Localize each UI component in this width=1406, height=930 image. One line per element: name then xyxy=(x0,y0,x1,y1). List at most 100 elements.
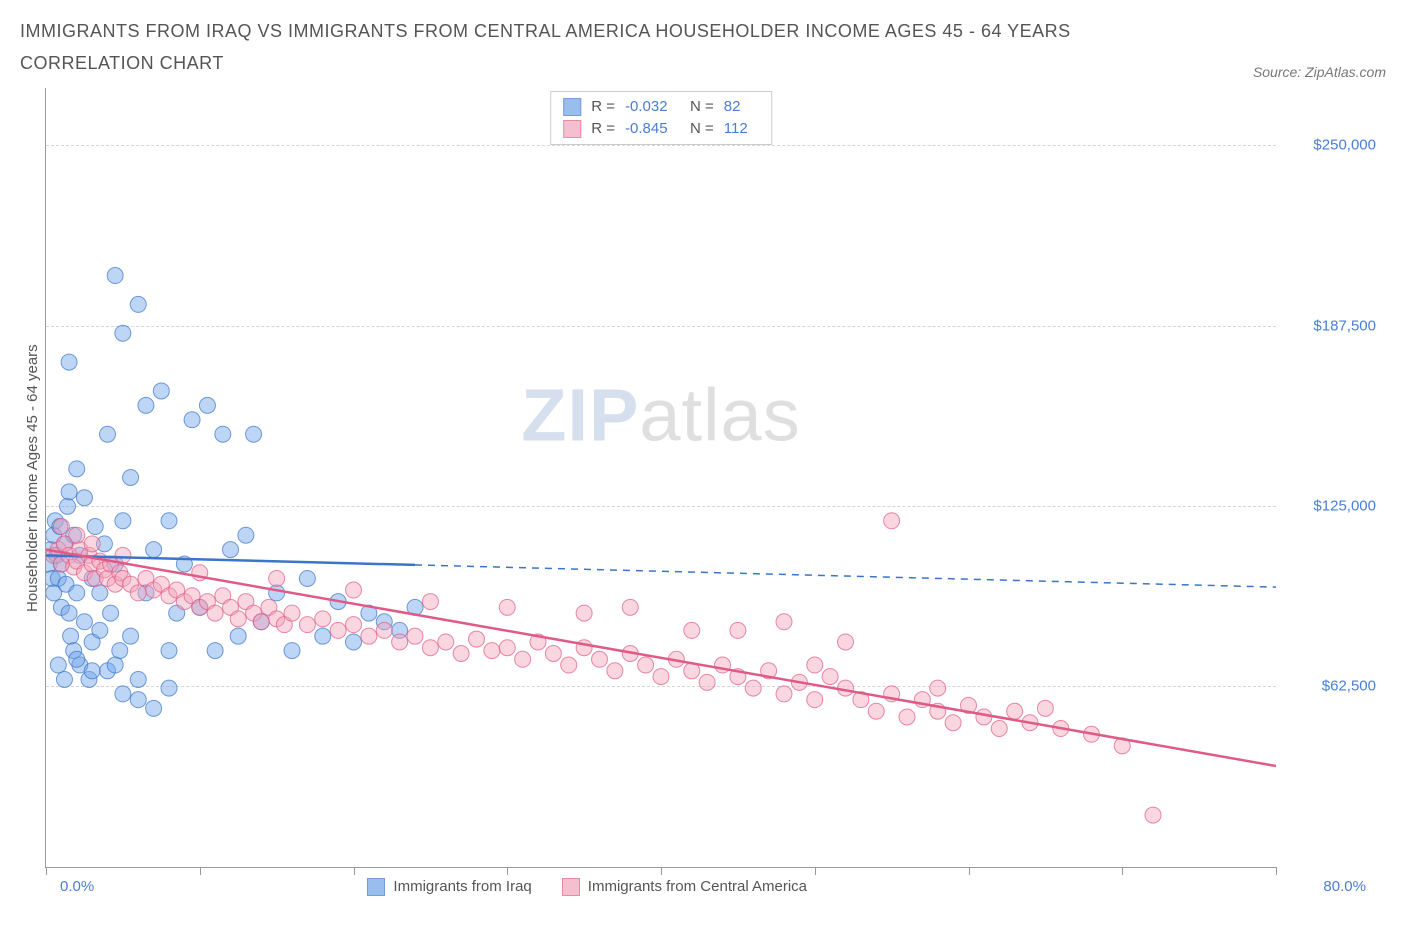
y-tick-label: $187,500 xyxy=(1286,317,1376,334)
n-label: N = xyxy=(690,98,714,115)
data-point xyxy=(92,585,108,601)
data-point xyxy=(422,640,438,656)
data-point xyxy=(61,484,77,500)
data-point xyxy=(115,686,131,702)
data-point xyxy=(330,622,346,638)
data-point xyxy=(138,397,154,413)
data-point xyxy=(499,599,515,615)
data-point xyxy=(115,325,131,341)
data-point xyxy=(299,570,315,586)
data-point xyxy=(146,700,162,716)
data-point xyxy=(184,412,200,428)
data-point xyxy=(207,642,223,658)
data-point xyxy=(469,631,485,647)
data-point xyxy=(776,686,792,702)
x-tick xyxy=(354,867,355,875)
data-point xyxy=(838,634,854,650)
data-point xyxy=(112,642,128,658)
data-point xyxy=(1037,700,1053,716)
data-point xyxy=(84,663,100,679)
data-point xyxy=(123,469,139,485)
data-point xyxy=(153,383,169,399)
data-point xyxy=(238,527,254,543)
chart-header: IMMIGRANTS FROM IRAQ VS IMMIGRANTS FROM … xyxy=(20,15,1386,80)
data-point xyxy=(253,614,269,630)
n-label: N = xyxy=(690,120,714,137)
data-point xyxy=(453,645,469,661)
y-tick-label: $125,000 xyxy=(1286,498,1376,515)
x-tick xyxy=(200,867,201,875)
data-point xyxy=(63,628,79,644)
data-point xyxy=(107,267,123,283)
data-point xyxy=(545,645,561,661)
chart-title: IMMIGRANTS FROM IRAQ VS IMMIGRANTS FROM … xyxy=(20,15,1120,80)
data-point xyxy=(130,296,146,312)
data-point xyxy=(1145,807,1161,823)
r-value: -0.845 xyxy=(625,120,680,137)
data-point xyxy=(84,536,100,552)
data-point xyxy=(61,605,77,621)
data-point xyxy=(315,628,331,644)
legend-swatch xyxy=(563,120,581,138)
data-point xyxy=(376,622,392,638)
data-point xyxy=(76,489,92,505)
data-point xyxy=(807,657,823,673)
legend-swatch xyxy=(367,878,385,896)
data-point xyxy=(346,634,362,650)
data-point xyxy=(776,614,792,630)
data-point xyxy=(284,642,300,658)
data-point xyxy=(107,657,123,673)
y-axis-label: Householder Income Ages 45 - 64 years xyxy=(20,278,45,678)
data-point xyxy=(115,513,131,529)
data-point xyxy=(246,426,262,442)
data-point xyxy=(592,651,608,667)
data-point xyxy=(392,634,408,650)
series-legend: Immigrants from Iraq Immigrants from Cent… xyxy=(367,878,807,896)
data-point xyxy=(207,605,223,621)
data-point xyxy=(299,616,315,632)
data-point xyxy=(53,518,69,534)
data-point xyxy=(199,397,215,413)
source-attribution: Source: ZipAtlas.com xyxy=(1253,64,1386,80)
x-tick xyxy=(815,867,816,875)
x-max-label: 80.0% xyxy=(1323,878,1366,895)
n-value: 112 xyxy=(724,120,759,137)
data-point xyxy=(822,668,838,684)
r-value: -0.032 xyxy=(625,98,680,115)
data-point xyxy=(361,628,377,644)
data-point xyxy=(607,663,623,679)
data-point xyxy=(638,657,654,673)
data-point xyxy=(215,426,231,442)
data-point xyxy=(284,605,300,621)
correlation-row: R = -0.032 N = 82 xyxy=(563,96,759,118)
data-point xyxy=(92,622,108,638)
trend-line-dashed xyxy=(415,565,1276,587)
data-point xyxy=(100,426,116,442)
data-point xyxy=(269,585,285,601)
chart-container: Householder Income Ages 45 - 64 years R … xyxy=(20,88,1386,868)
legend-item: Immigrants from Iraq xyxy=(367,878,531,896)
data-point xyxy=(991,720,1007,736)
data-point xyxy=(484,642,500,658)
data-point xyxy=(730,622,746,638)
data-point xyxy=(69,585,85,601)
data-point xyxy=(699,674,715,690)
data-point xyxy=(69,461,85,477)
legend-label: Immigrants from Iraq xyxy=(393,878,531,895)
data-point xyxy=(315,611,331,627)
data-point xyxy=(146,541,162,557)
data-point xyxy=(422,593,438,609)
data-point xyxy=(438,634,454,650)
x-tick xyxy=(969,867,970,875)
data-point xyxy=(103,605,119,621)
data-point xyxy=(622,599,638,615)
r-label: R = xyxy=(591,120,615,137)
data-point xyxy=(653,668,669,684)
data-point xyxy=(945,715,961,731)
legend-item: Immigrants from Central America xyxy=(562,878,807,896)
data-point xyxy=(561,657,577,673)
data-point xyxy=(868,703,884,719)
correlation-legend: R = -0.032 N = 82 R = -0.845 N = 112 xyxy=(550,91,772,145)
legend-swatch xyxy=(562,878,580,896)
plot-area: R = -0.032 N = 82 R = -0.845 N = 112 ZIP… xyxy=(45,88,1276,868)
